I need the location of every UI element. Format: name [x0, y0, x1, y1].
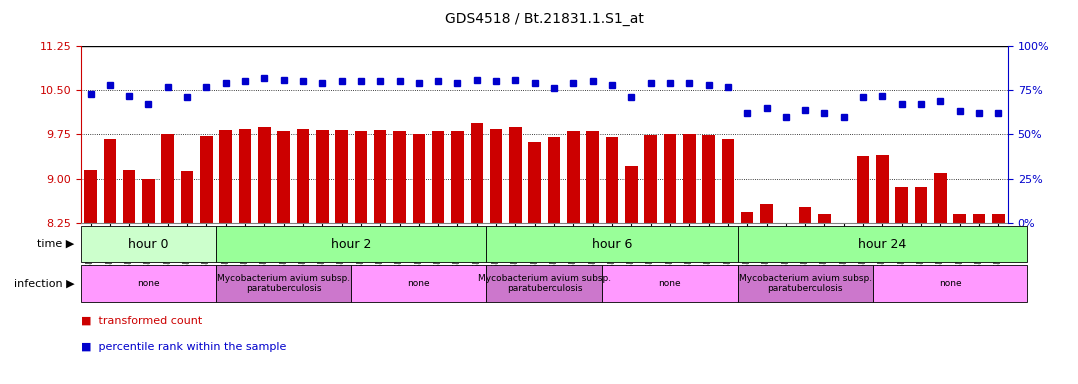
Bar [876, 155, 888, 223]
Bar [953, 215, 966, 223]
Bar [489, 129, 502, 223]
Bar [586, 131, 599, 223]
Bar [374, 130, 387, 223]
Bar [664, 134, 676, 223]
Text: Mycobacterium avium subsp.
paratuberculosis: Mycobacterium avium subsp. paratuberculo… [217, 274, 350, 293]
Bar [625, 166, 637, 223]
Bar [528, 142, 541, 223]
Bar [799, 207, 812, 223]
Bar [992, 215, 1005, 223]
Bar [296, 129, 309, 223]
Bar [915, 187, 927, 223]
Bar [277, 131, 290, 223]
Bar [220, 130, 232, 223]
Text: none: none [137, 279, 160, 288]
Text: hour 6: hour 6 [592, 238, 632, 250]
Text: none: none [659, 279, 681, 288]
Bar [258, 127, 271, 223]
Bar [335, 130, 348, 223]
Text: hour 24: hour 24 [858, 238, 907, 250]
Text: none: none [939, 279, 962, 288]
Bar [509, 127, 522, 223]
Bar [645, 135, 657, 223]
Bar [84, 170, 97, 223]
Bar [355, 131, 368, 223]
Bar [181, 172, 193, 223]
Bar [896, 187, 908, 223]
Bar [838, 223, 851, 227]
Bar [548, 137, 561, 223]
Text: time ▶: time ▶ [37, 239, 74, 249]
Bar [606, 137, 619, 223]
Bar [934, 173, 946, 223]
Bar [238, 129, 251, 223]
Bar [972, 215, 985, 223]
Bar [818, 214, 831, 223]
Bar [123, 170, 136, 223]
Text: hour 0: hour 0 [128, 238, 168, 250]
Bar [162, 134, 174, 223]
Bar [452, 131, 464, 223]
Text: none: none [407, 279, 430, 288]
Bar [103, 139, 116, 223]
Text: infection ▶: infection ▶ [14, 278, 74, 289]
Text: ■  transformed count: ■ transformed count [81, 315, 202, 325]
Bar [142, 179, 155, 223]
Bar [683, 134, 695, 223]
Bar [567, 131, 580, 223]
Bar [413, 134, 425, 223]
Bar [316, 130, 329, 223]
Text: Mycobacterium avium subsp.
paratuberculosis: Mycobacterium avium subsp. paratuberculo… [478, 274, 611, 293]
Bar [432, 131, 444, 223]
Text: ■  percentile rank within the sample: ■ percentile rank within the sample [81, 342, 287, 352]
Bar [721, 139, 734, 223]
Bar [741, 212, 754, 223]
Text: Mycobacterium avium subsp.
paratuberculosis: Mycobacterium avium subsp. paratuberculo… [738, 274, 872, 293]
Bar [393, 131, 405, 223]
Text: GDS4518 / Bt.21831.1.S1_at: GDS4518 / Bt.21831.1.S1_at [445, 12, 644, 25]
Text: hour 2: hour 2 [331, 238, 372, 250]
Bar [470, 122, 483, 223]
Bar [760, 204, 773, 223]
Bar [857, 156, 869, 223]
Bar [702, 135, 715, 223]
Bar [201, 136, 212, 223]
